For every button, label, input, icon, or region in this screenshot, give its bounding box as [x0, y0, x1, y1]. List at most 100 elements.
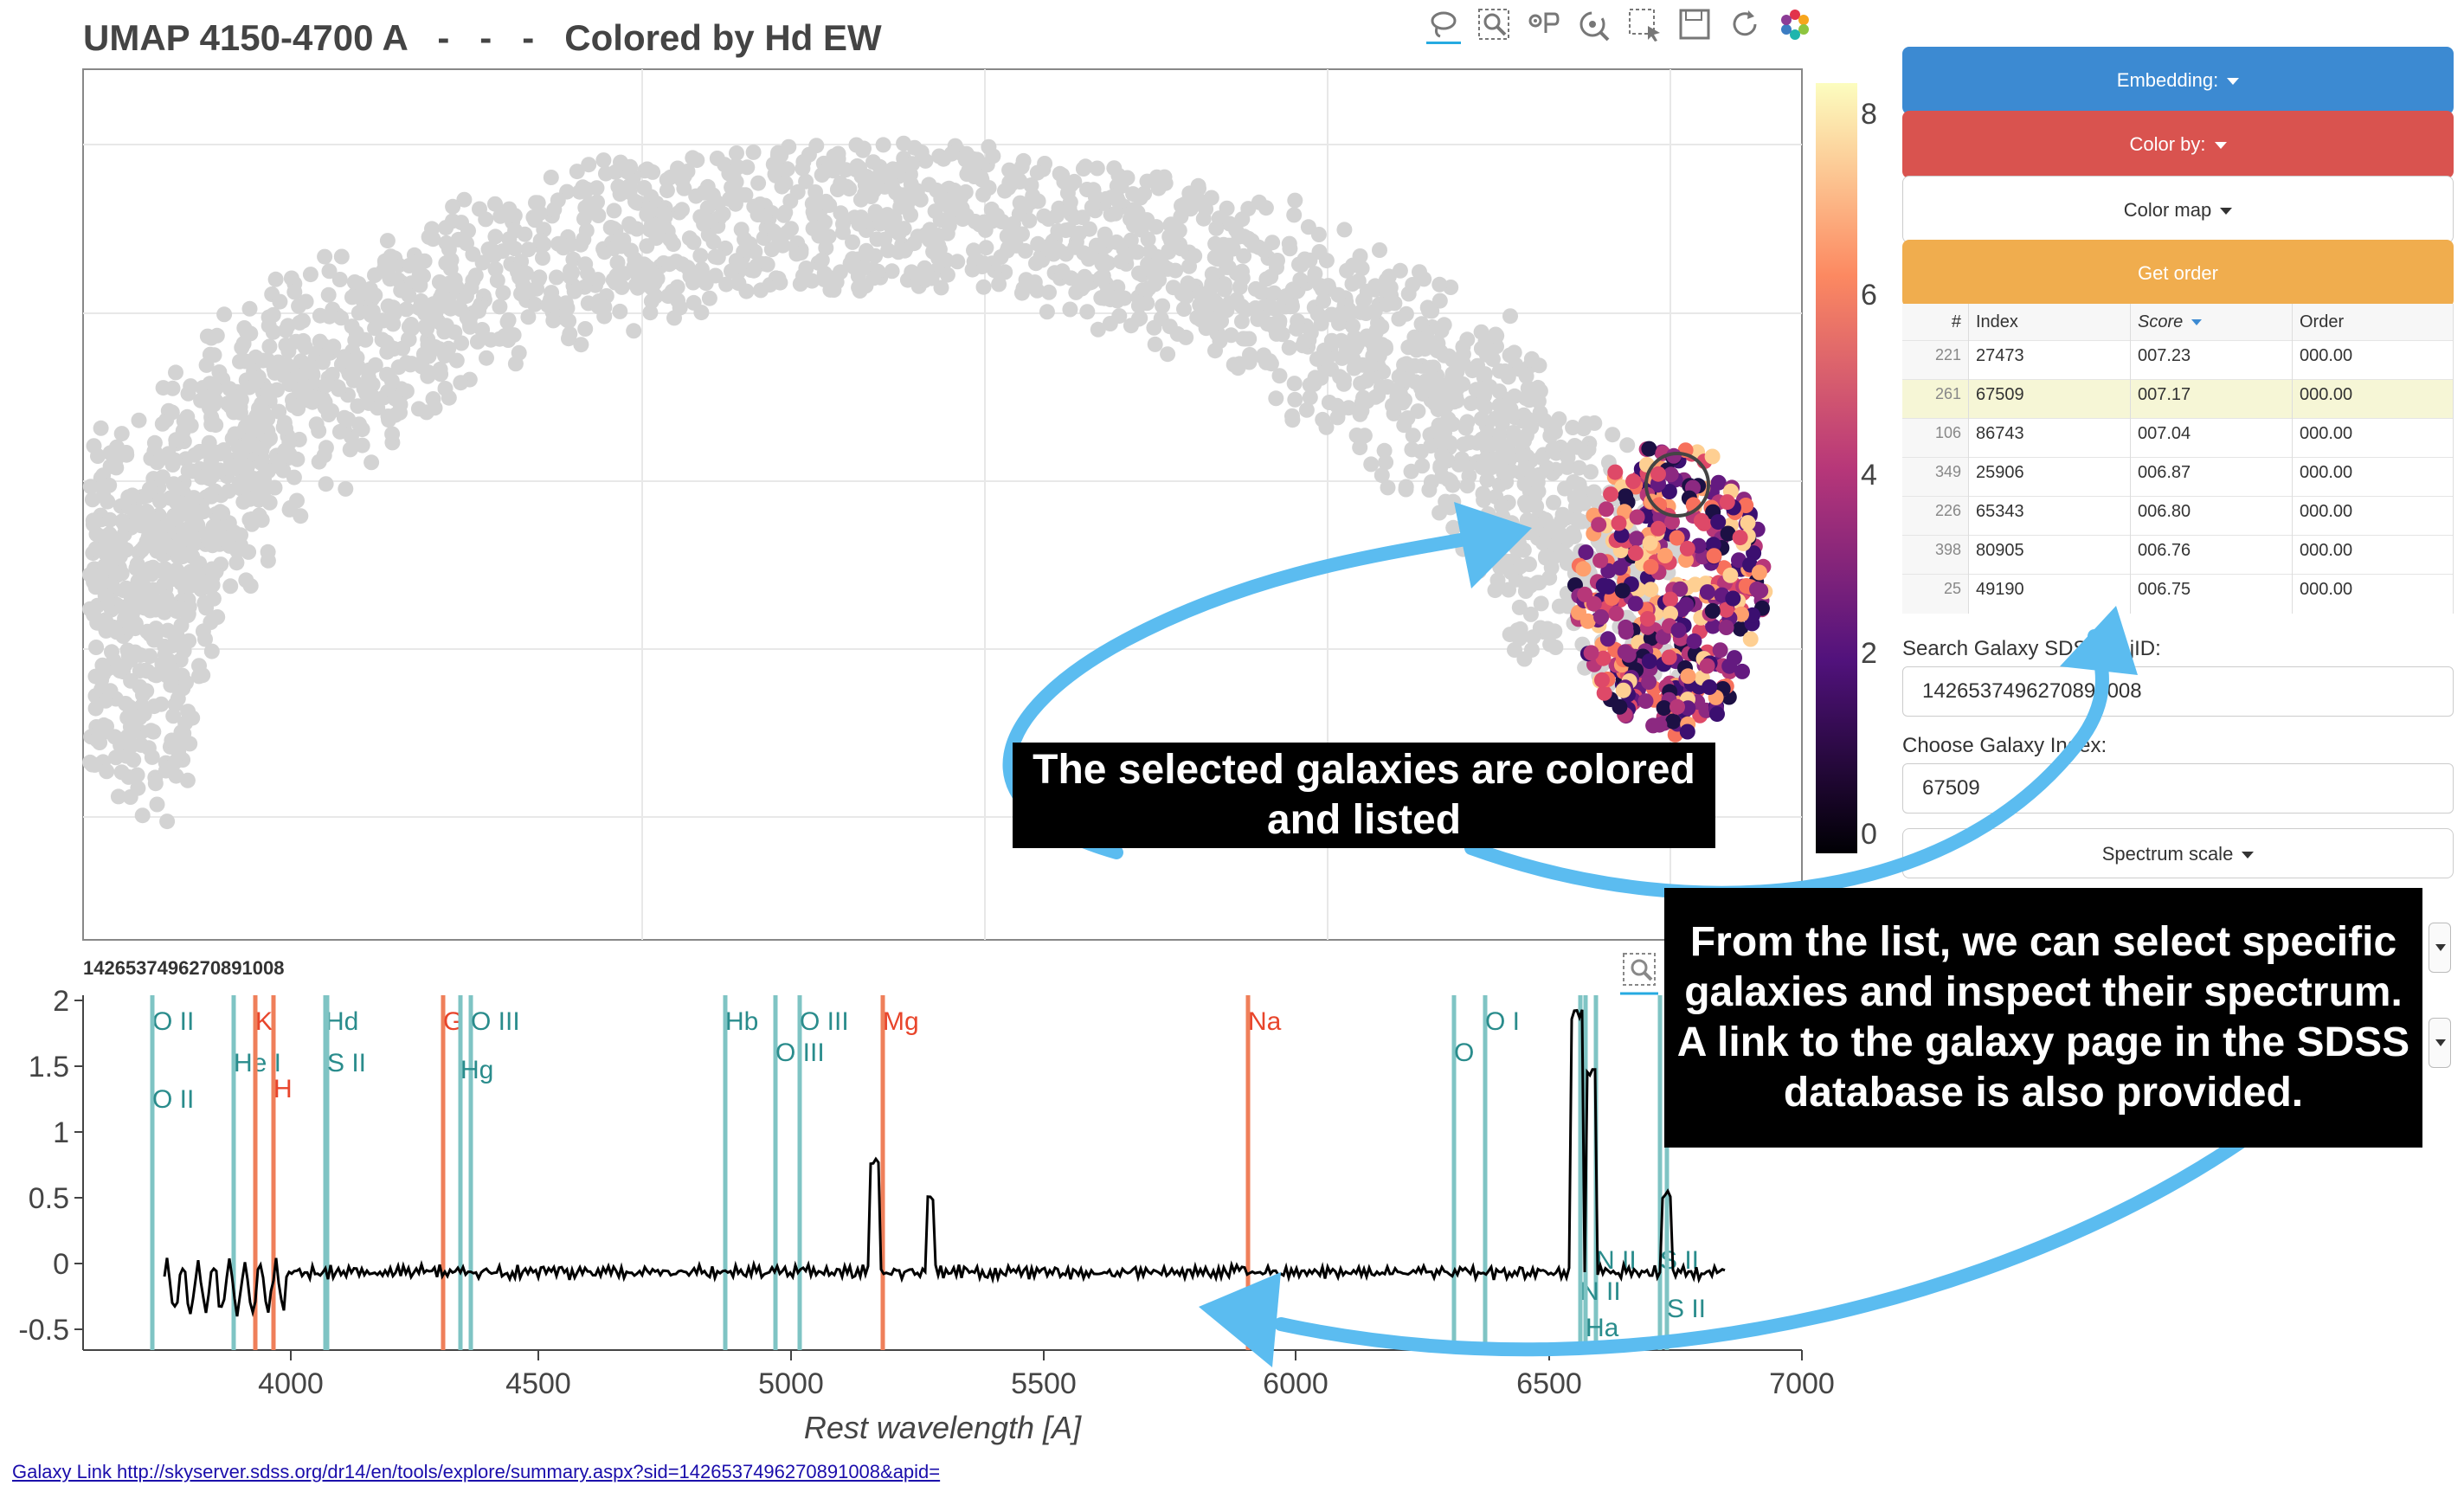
galaxy-point	[97, 537, 113, 553]
table-cell-score: 007.23	[2130, 340, 2293, 380]
table-cell-n: 221	[1902, 340, 1969, 380]
galaxy-point	[237, 353, 254, 370]
bokeh-logo-icon[interactable]	[1778, 7, 1812, 44]
get-order-button[interactable]: Get order	[1902, 240, 2454, 307]
galaxy-point	[134, 807, 151, 824]
selected-galaxy-point	[1593, 609, 1610, 625]
chevron-down-icon	[2227, 78, 2240, 86]
galaxy-point	[833, 205, 849, 222]
galaxy-point	[85, 512, 101, 529]
galaxy-point	[331, 381, 347, 397]
galaxy-point	[198, 391, 215, 408]
galaxy-point	[1374, 467, 1390, 484]
galaxy-point	[1502, 308, 1518, 325]
galaxy-point	[724, 179, 740, 196]
galaxy-point	[520, 241, 537, 258]
wheel-zoom-icon[interactable]	[1577, 7, 1612, 44]
y-tick-label: -0.5	[18, 1314, 69, 1347]
galaxy-point	[93, 614, 110, 631]
search-objid-input[interactable]: 1426537496270891008	[1902, 666, 2454, 717]
galaxy-point	[351, 305, 367, 321]
table-row[interactable]: 221 27473 007.23 000.00	[1902, 340, 2454, 380]
spectral-line-label: S II	[1667, 1295, 1706, 1323]
select-stepper[interactable]	[2429, 923, 2451, 973]
galaxy-point	[1341, 400, 1357, 416]
galaxy-point	[428, 298, 444, 314]
reset-icon[interactable]	[1727, 7, 1762, 44]
box-select-icon[interactable]	[1627, 7, 1662, 44]
table-cell-n: 349	[1902, 457, 1969, 497]
galaxy-point	[321, 308, 338, 325]
selected-galaxy-point	[1615, 682, 1631, 698]
galaxy-point	[438, 235, 454, 251]
galaxy-point	[314, 354, 331, 370]
color-map-dropdown[interactable]: Color map	[1902, 176, 2454, 243]
galaxy-point	[826, 154, 842, 170]
galaxy-point	[1281, 235, 1297, 252]
galaxy-point	[1477, 399, 1494, 415]
selected-galaxy-point	[1612, 698, 1628, 715]
galaxy-point	[199, 328, 216, 344]
color-by-dropdown[interactable]: Color by:	[1902, 111, 2454, 178]
embedding-label: Embedding:	[2116, 69, 2219, 91]
galaxy-point	[775, 237, 791, 254]
galaxy-point	[1491, 450, 1508, 466]
galaxy-point	[645, 164, 661, 180]
selected-galaxy-point	[1641, 674, 1657, 690]
select-stepper[interactable]	[2429, 1018, 2451, 1068]
galaxy-point	[639, 238, 655, 254]
galaxy-point	[1511, 599, 1528, 615]
galaxy-point	[1348, 428, 1365, 443]
table-cell-order: 000.00	[2292, 574, 2454, 614]
lasso-select-icon[interactable]	[1426, 7, 1461, 44]
galaxy-point	[498, 327, 514, 344]
table-row[interactable]: 261 67509 007.17 000.00	[1902, 379, 2454, 419]
box-zoom-icon[interactable]	[1476, 7, 1511, 44]
column-header-order[interactable]: Order	[2292, 304, 2454, 341]
galaxy-point	[772, 274, 788, 291]
galaxy-point	[641, 201, 658, 217]
selected-galaxy-point	[1612, 560, 1628, 576]
column-header-score[interactable]: Score	[2130, 304, 2293, 341]
table-row[interactable]: 349 25906 006.87 000.00	[1902, 457, 2454, 497]
save-icon[interactable]	[1677, 7, 1712, 44]
galaxy-point	[458, 288, 474, 305]
spectrum-scale-dropdown[interactable]: Spectrum scale	[1902, 828, 2454, 878]
table-row[interactable]: 398 80905 006.76 000.00	[1902, 535, 2454, 575]
galaxy-point	[931, 250, 948, 267]
pan-icon[interactable]	[1527, 7, 1561, 44]
galaxy-point	[545, 312, 562, 329]
galaxy-point	[216, 306, 233, 323]
column-header-index[interactable]: Index	[1968, 304, 2131, 341]
embedding-dropdown[interactable]: Embedding:	[1902, 47, 2454, 114]
galaxy-point	[1191, 180, 1206, 196]
galaxy-point	[448, 299, 465, 316]
galaxy-point	[1547, 424, 1563, 441]
table-row[interactable]: 226 65343 006.80 000.00	[1902, 496, 2454, 536]
search-galaxy-label: Search Galaxy SDSS objID:	[1902, 637, 2161, 660]
galaxy-point	[1520, 524, 1536, 541]
column-header-number[interactable]: #	[1902, 304, 1969, 341]
galaxy-point	[180, 606, 196, 622]
spectral-line-label: O I	[1485, 1007, 1520, 1036]
galaxy-point	[774, 178, 790, 195]
galaxy-point	[1234, 211, 1251, 228]
galaxy-point	[913, 145, 930, 160]
selected-galaxy-point	[1745, 607, 1760, 623]
galaxy-sdss-link[interactable]: Galaxy Link http://skyserver.sdss.org/dr…	[12, 1461, 941, 1482]
table-row[interactable]: 25 49190 006.75 000.00	[1902, 574, 2454, 614]
table-row[interactable]: 106 86743 007.04 000.00	[1902, 418, 2454, 458]
galaxy-point	[392, 396, 409, 413]
galaxy-point	[444, 213, 460, 229]
table-cell-n: 25	[1902, 574, 1969, 614]
galaxy-point	[1054, 167, 1071, 183]
colorbar-tick: 2	[1861, 637, 1877, 670]
galaxy-point	[112, 663, 128, 678]
galaxy-point	[985, 148, 1001, 164]
galaxy-point	[531, 271, 547, 287]
galaxy-point	[1553, 547, 1569, 563]
galaxy-point	[1496, 465, 1512, 481]
galaxy-point	[100, 493, 116, 510]
galaxy-index-input[interactable]: 67509	[1902, 763, 2454, 814]
